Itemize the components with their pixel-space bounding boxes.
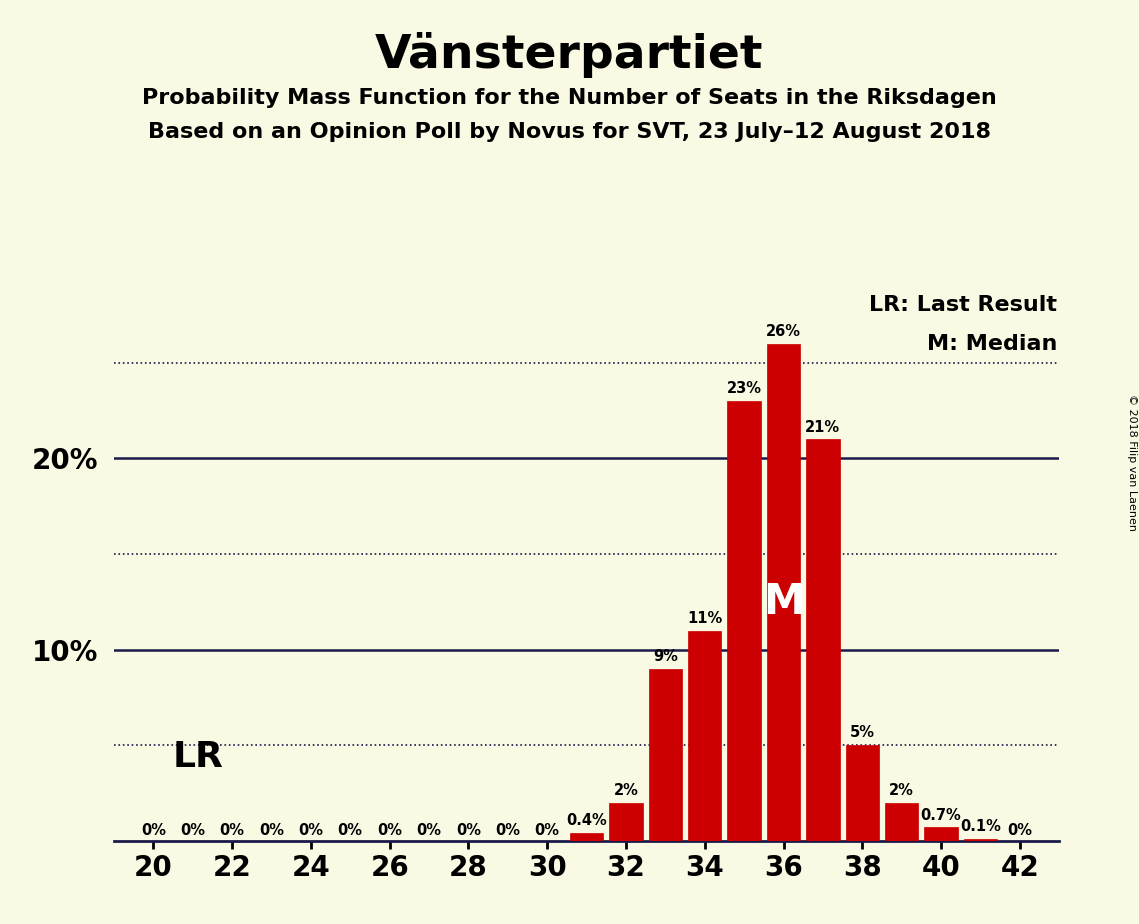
Text: Vänsterpartiet: Vänsterpartiet bbox=[375, 32, 764, 79]
Text: 2%: 2% bbox=[890, 783, 915, 797]
Text: © 2018 Filip van Laenen: © 2018 Filip van Laenen bbox=[1128, 394, 1137, 530]
Text: 0%: 0% bbox=[141, 823, 166, 838]
Text: 0%: 0% bbox=[534, 823, 559, 838]
Text: Based on an Opinion Poll by Novus for SVT, 23 July–12 August 2018: Based on an Opinion Poll by Novus for SV… bbox=[148, 122, 991, 142]
Text: M: M bbox=[763, 581, 804, 623]
Bar bbox=[845, 746, 879, 841]
Bar bbox=[885, 803, 918, 841]
Bar bbox=[964, 839, 998, 841]
Text: 0%: 0% bbox=[338, 823, 362, 838]
Text: 23%: 23% bbox=[727, 382, 762, 396]
Text: 9%: 9% bbox=[653, 649, 678, 664]
Text: 26%: 26% bbox=[767, 324, 801, 339]
Text: M: Median: M: Median bbox=[927, 334, 1057, 354]
Text: 0%: 0% bbox=[456, 823, 481, 838]
Bar bbox=[688, 630, 721, 841]
Bar bbox=[806, 440, 839, 841]
Bar bbox=[728, 401, 761, 841]
Bar bbox=[648, 669, 682, 841]
Text: 0.7%: 0.7% bbox=[920, 808, 961, 822]
Text: 0%: 0% bbox=[417, 823, 442, 838]
Text: LR: LR bbox=[173, 740, 224, 774]
Text: 0%: 0% bbox=[495, 823, 521, 838]
Text: 0%: 0% bbox=[259, 823, 284, 838]
Text: 11%: 11% bbox=[687, 611, 722, 626]
Text: 0.1%: 0.1% bbox=[960, 820, 1001, 834]
Bar bbox=[767, 344, 801, 841]
Text: 0%: 0% bbox=[180, 823, 205, 838]
Text: 0%: 0% bbox=[377, 823, 402, 838]
Text: 5%: 5% bbox=[850, 725, 875, 740]
Bar bbox=[570, 833, 604, 841]
Text: 0%: 0% bbox=[220, 823, 245, 838]
Text: 21%: 21% bbox=[805, 419, 841, 434]
Text: LR: Last Result: LR: Last Result bbox=[869, 295, 1057, 315]
Text: 0%: 0% bbox=[1007, 823, 1032, 838]
Text: Probability Mass Function for the Number of Seats in the Riksdagen: Probability Mass Function for the Number… bbox=[142, 88, 997, 108]
Text: 2%: 2% bbox=[614, 783, 639, 797]
Bar bbox=[609, 803, 642, 841]
Text: 0%: 0% bbox=[298, 823, 323, 838]
Text: 0.4%: 0.4% bbox=[566, 813, 607, 829]
Bar bbox=[925, 828, 958, 841]
